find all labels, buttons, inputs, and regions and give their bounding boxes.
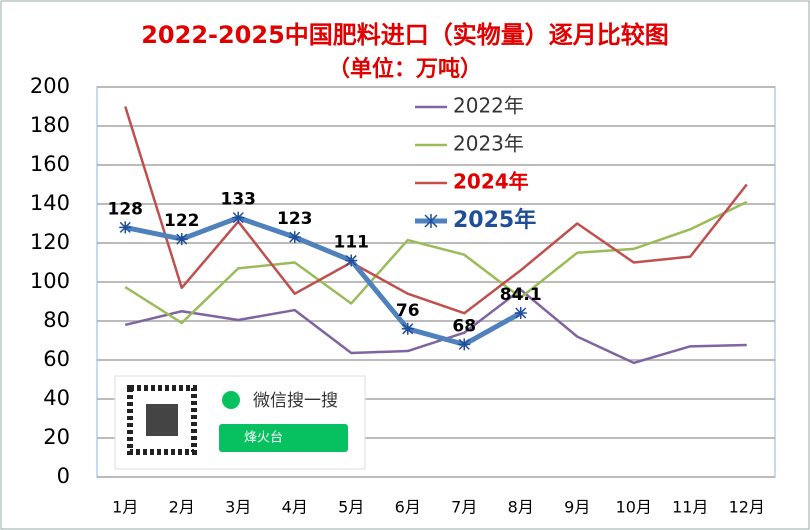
marker-stroke [458,338,470,350]
marker [345,254,358,267]
legend-marker [424,214,438,228]
x-tick-label: 5月 [338,498,364,517]
x-tick-label: 9月 [564,498,590,517]
data-label: 111 [334,233,370,253]
series-line [124,106,748,315]
qr-center [146,404,178,436]
legend-label: 2024年 [453,170,529,194]
x-tick-label: 11月 [672,498,708,517]
marker-stroke [289,231,301,243]
x-tick-label: 1月 [112,498,138,517]
series-line [124,215,522,347]
y-tick-label: 40 [43,386,70,410]
marker-stroke [515,307,527,319]
data-label: 68 [452,316,476,336]
plot: 0 20 40 60 80 100 120 140 160 180 200 1月 2月 3月 4月 5月 6月 7… [30,74,775,517]
y-tick-label: 200 [30,74,70,98]
x-tick-label: 7月 [451,498,477,517]
wechat-icon [222,391,240,409]
y-tick-label: 160 [30,152,70,176]
y-tick-label: 60 [43,347,70,371]
marker-stroke [119,221,131,233]
search-button [219,424,348,452]
data-label: 84.1 [500,285,542,305]
marker [401,322,414,335]
x-tick-label: 8月 [508,498,534,517]
y-tick-label: 0 [57,464,70,488]
data-label: 122 [164,211,200,231]
y-tick-label: 120 [30,230,70,254]
marker-stroke [232,212,244,224]
marker-stroke [345,255,357,267]
marker-stroke [176,233,188,245]
marker [288,231,301,244]
data-label: 133 [221,190,257,210]
x-tick-label: 12月 [729,498,765,517]
y-tick-label: 20 [43,425,70,449]
x-tick-label: 2月 [169,498,195,517]
legend-label: 2022年 [453,94,524,118]
y-tick-label: 140 [30,191,70,215]
y-tick-label: 80 [43,308,70,332]
series-line [124,288,747,365]
chart-subtitle: （单位：万吨） [328,56,482,82]
legend-label: 2025年 [453,207,536,233]
legend-label: 2023年 [453,132,524,156]
marker-stroke [402,323,414,335]
series-line [124,200,748,325]
watermark: 微信搜一搜 烽火台 [114,375,366,470]
data-label: 123 [277,209,313,229]
data-label: 76 [396,301,420,321]
marker [232,211,245,224]
y-tick-label: 180 [30,113,70,137]
y-tick-label: 100 [30,269,70,293]
x-tick-label: 6月 [395,498,421,517]
marker [175,233,188,246]
marker [458,338,471,351]
x-tick-label: 3月 [225,498,251,517]
x-tick-label: 10月 [616,498,652,517]
marker [119,221,132,234]
chart-title: 2022-2025中国肥料进口（实物量）逐月比较图 [141,21,669,49]
x-tick-label: 4月 [282,498,308,517]
search-button-text: 烽火台 [244,431,283,446]
watermark-text: 微信搜一搜 [253,391,338,411]
marker [514,307,527,320]
data-label: 128 [108,199,144,219]
